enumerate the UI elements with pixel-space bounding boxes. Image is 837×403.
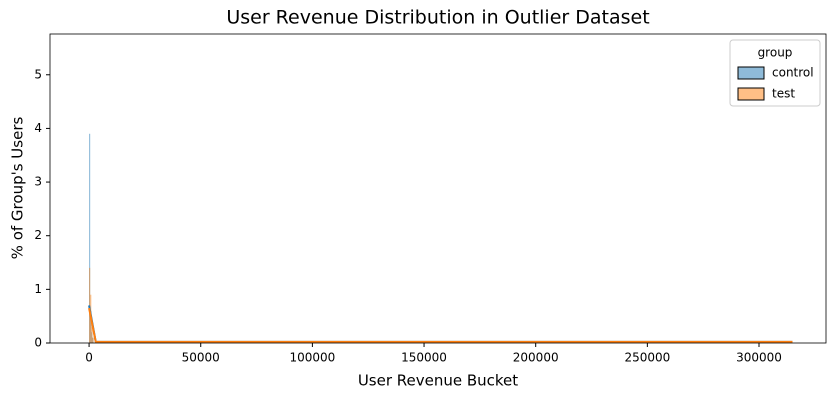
x-tick-label: 150000: [401, 351, 447, 365]
chart-title: User Revenue Distribution in Outlier Dat…: [226, 7, 649, 29]
y-tick-label: 1: [34, 282, 42, 296]
y-tick-label: 2: [34, 228, 42, 242]
x-tick-label: 50000: [182, 351, 220, 365]
y-tick-label: 0: [34, 336, 42, 350]
legend-label: test: [772, 87, 795, 101]
plot-frame: [49, 33, 827, 344]
y-tick-label: 4: [34, 121, 42, 135]
kde-line: [88, 307, 793, 343]
legend-label: control: [772, 66, 814, 80]
x-tick-label: 0: [85, 351, 93, 365]
x-tick-label: 200000: [513, 351, 559, 365]
x-tick-label: 250000: [624, 351, 670, 365]
histogram-bar: [91, 326, 93, 343]
x-tick-label: 100000: [289, 351, 335, 365]
kde-line: [88, 305, 793, 343]
y-tick-label: 3: [34, 175, 42, 189]
y-tick-label: 5: [34, 67, 42, 81]
legend-swatch: [737, 87, 765, 101]
x-tick-label: 300000: [736, 351, 782, 365]
histogram-bar: [92, 337, 94, 343]
histogram-bar: [89, 133, 91, 343]
legend-swatch: [737, 66, 765, 80]
y-axis-label: % of Group's Users: [9, 117, 27, 260]
x-axis-label: User Revenue Bucket: [358, 372, 518, 390]
legend-title: group: [758, 46, 793, 60]
